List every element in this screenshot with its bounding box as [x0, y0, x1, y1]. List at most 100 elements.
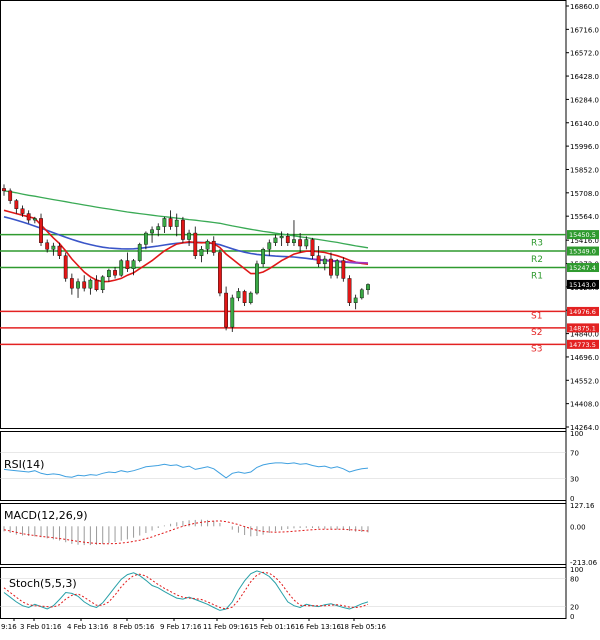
- level-tag-text: 15450.5: [569, 231, 596, 239]
- stoch-tick-label: 100: [570, 566, 583, 574]
- candle-body: [162, 218, 167, 227]
- candle-body: [119, 260, 124, 276]
- time-tick-label: 8 Feb 05:16: [113, 623, 155, 631]
- candle-body: [261, 249, 266, 265]
- price-tick-label: 15416.0: [570, 237, 599, 245]
- level-label-r2: R2: [531, 255, 543, 265]
- current-price-tag: [567, 279, 599, 289]
- candle-body: [255, 263, 259, 294]
- candle-body: [353, 297, 358, 303]
- time-tick-label: 11 Feb 09:16: [203, 623, 249, 631]
- price-tick-label: 15852.0: [570, 166, 599, 174]
- candle-body: [51, 245, 56, 250]
- stoch-title: Stoch(5,5,3): [9, 577, 77, 590]
- candle-body: [248, 292, 253, 303]
- time-tick-label: 18 Feb 05:16: [340, 623, 386, 631]
- candle-body: [82, 281, 87, 289]
- candle-body: [205, 240, 210, 250]
- price-tick-label: 15708.0: [570, 190, 599, 198]
- candle-body: [230, 297, 235, 328]
- level-tag-s2: [567, 323, 599, 333]
- rsi-line: [3, 462, 369, 479]
- candle-body: [100, 276, 105, 291]
- level-tag-text: 14773.5: [569, 341, 596, 349]
- candle-body: [106, 270, 111, 278]
- time-tick-label: 15 Feb 01:16: [249, 623, 295, 631]
- stoch-d-line: [3, 571, 369, 610]
- macd-title: MACD(12,26,9): [4, 509, 88, 522]
- rsi-tick-label: 100: [570, 430, 583, 438]
- candle-body: [113, 270, 117, 276]
- candle-body: [267, 242, 272, 250]
- price-tick-label: 16140.0: [570, 120, 599, 128]
- price-tick-label: 16716.0: [570, 26, 599, 34]
- time-tick-label: 4 Feb 13:16: [67, 623, 109, 631]
- level-label-s1: S1: [531, 311, 542, 321]
- price-tick-label: 15564.0: [570, 213, 599, 221]
- candle-body: [168, 218, 173, 227]
- price-tick-label: 16428.0: [570, 73, 599, 81]
- level-tag-text: 15247.4: [569, 264, 596, 272]
- time-tick-label: 16 Feb 13:16: [295, 623, 341, 631]
- candle-body: [94, 279, 99, 291]
- candle-body: [156, 226, 161, 230]
- price-tick-label: 14408.0: [570, 401, 599, 409]
- candle-body: [316, 255, 321, 265]
- rsi-tick-label: 70: [570, 450, 579, 458]
- candle-body: [193, 232, 198, 256]
- rsi-panel: [0, 431, 567, 501]
- stoch-tick-label: 0: [570, 613, 574, 621]
- candle-body: [2, 188, 6, 192]
- stoch-panel: [0, 567, 567, 619]
- candle-body: [298, 239, 303, 247]
- candle-body: [14, 200, 19, 209]
- price-tick-label: 15996.0: [570, 143, 599, 151]
- macd-tick-label: -213.06: [570, 559, 598, 567]
- candle-body: [131, 260, 136, 269]
- price-tick-label: 16572.0: [570, 50, 599, 58]
- stoch-tick-label: 80: [570, 575, 579, 583]
- candle-body: [273, 237, 278, 243]
- candle-body: [63, 255, 68, 279]
- ma-line-red: [3, 209, 369, 283]
- level-tag-s3: [567, 339, 599, 349]
- candle-body: [292, 239, 296, 243]
- candle-body: [26, 213, 31, 221]
- level-tag-text: 14976.6: [569, 308, 596, 316]
- candle-body: [224, 292, 228, 328]
- candle-body: [32, 218, 37, 221]
- candle-body: [125, 260, 130, 269]
- candle-body: [187, 232, 191, 240]
- level-tag-s1: [567, 306, 599, 316]
- price-tick-label: 16860.0: [570, 3, 599, 11]
- candle-body: [347, 278, 352, 303]
- candle-body: [285, 236, 290, 243]
- stoch-tick-label: 20: [570, 604, 579, 612]
- time-tick-label: 9 Feb 17:16: [160, 623, 202, 631]
- rsi-tick-label: 30: [570, 476, 579, 484]
- price-tick-label: 14264.0: [570, 424, 599, 432]
- candle-body: [322, 258, 327, 265]
- level-tag-text: 14875.1: [569, 324, 596, 332]
- candle-body: [366, 284, 370, 291]
- candle-body: [335, 260, 340, 276]
- time-tick-label: 9:16: [1, 623, 17, 631]
- candle-body: [329, 258, 333, 276]
- level-tag-r1: [567, 263, 599, 273]
- ma-line-green: [3, 190, 369, 249]
- candle-body: [8, 190, 13, 201]
- price-tick-label: 14696.0: [570, 354, 599, 362]
- candle-body: [39, 218, 43, 243]
- level-label-s3: S3: [531, 344, 542, 354]
- candle-body: [359, 289, 364, 299]
- macd-tick-label: 0.00: [570, 523, 586, 531]
- rsi-tick-label: 0: [570, 495, 574, 503]
- rsi-title: RSI(14): [4, 458, 44, 471]
- candle-body: [45, 242, 50, 250]
- candle-body: [279, 236, 284, 239]
- candle-body: [218, 252, 222, 294]
- candle-body: [242, 291, 247, 303]
- candle-body: [310, 239, 315, 256]
